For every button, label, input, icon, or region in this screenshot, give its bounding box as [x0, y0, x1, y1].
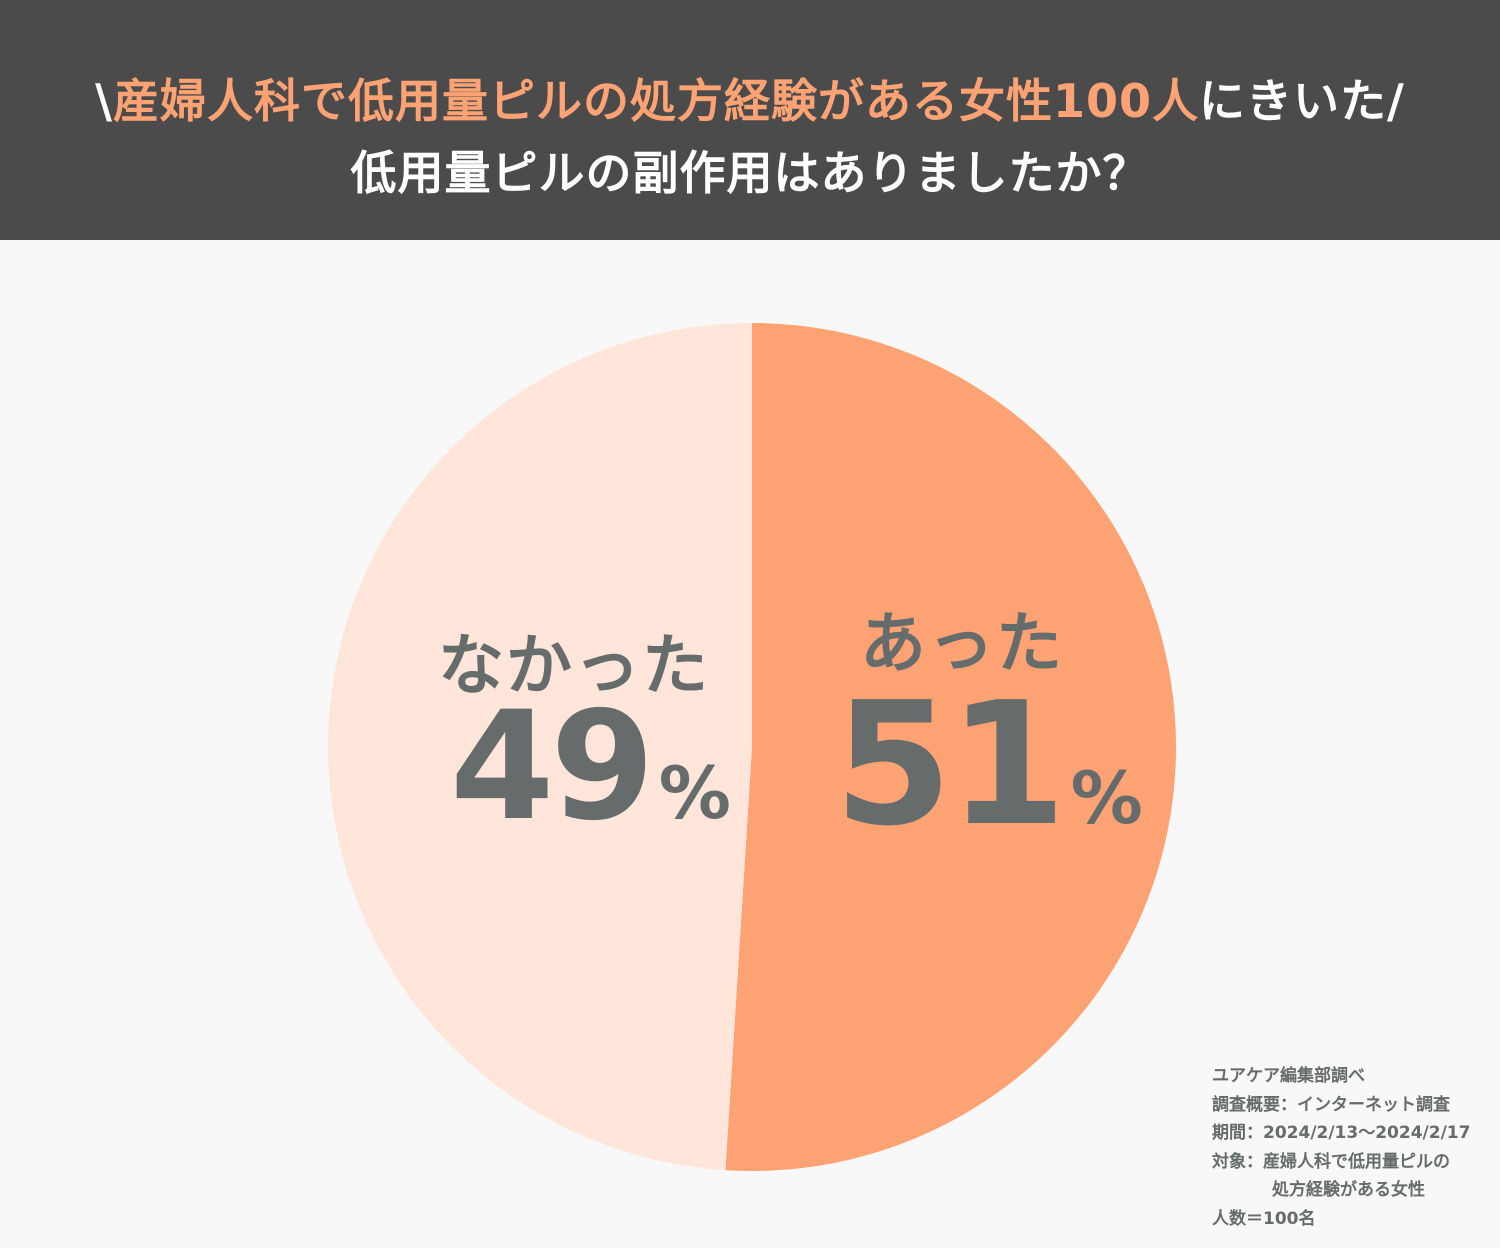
source-line: 人数＝100名 [1212, 1208, 1316, 1229]
title-suffix: にきいた/ [1199, 74, 1405, 128]
slice-label-no: なかった [438, 627, 710, 704]
chart-title-line1: \産婦人科で低用量ピルの処方経験がある女性100人にきいた/ [0, 66, 1500, 136]
slice-unit-yes: % [1070, 756, 1143, 840]
slice-percent-no: 49% [450, 680, 731, 854]
source-note: ユアケア編集部調べ 調査概要：インターネット調査 期間：2024/2/13〜20… [1212, 1062, 1497, 1233]
title-backslash: \ [95, 74, 113, 128]
slice-value-no: 49 [450, 680, 655, 854]
pie-slice-no [327, 323, 752, 1171]
source-line: ユアケア編集部調べ [1212, 1066, 1365, 1086]
title-banner: \産婦人科で低用量ピルの処方経験がある女性100人にきいた/ 低用量ピルの副作用… [0, 0, 1500, 240]
chart-title-line2: 低用量ピルの副作用はありましたか？ [350, 146, 1150, 200]
slice-unit-no: % [658, 751, 731, 835]
title-highlight: 産婦人科で低用量ピルの処方経験がある女性100人 [112, 74, 1200, 128]
source-line: 期間：2024/2/13〜2024/2/17 [1212, 1123, 1471, 1143]
source-line: 処方経験がある女性 [1272, 1180, 1425, 1200]
slice-value-yes: 51 [834, 666, 1067, 864]
slice-label-yes: あった [860, 605, 1064, 682]
pie-slice-yes [725, 323, 1176, 1171]
slice-percent-yes: 51% [834, 666, 1143, 864]
source-line: 対象：産婦人科で低用量ピルの [1212, 1151, 1450, 1172]
source-line: 調査概要：インターネット調査 [1212, 1094, 1450, 1115]
